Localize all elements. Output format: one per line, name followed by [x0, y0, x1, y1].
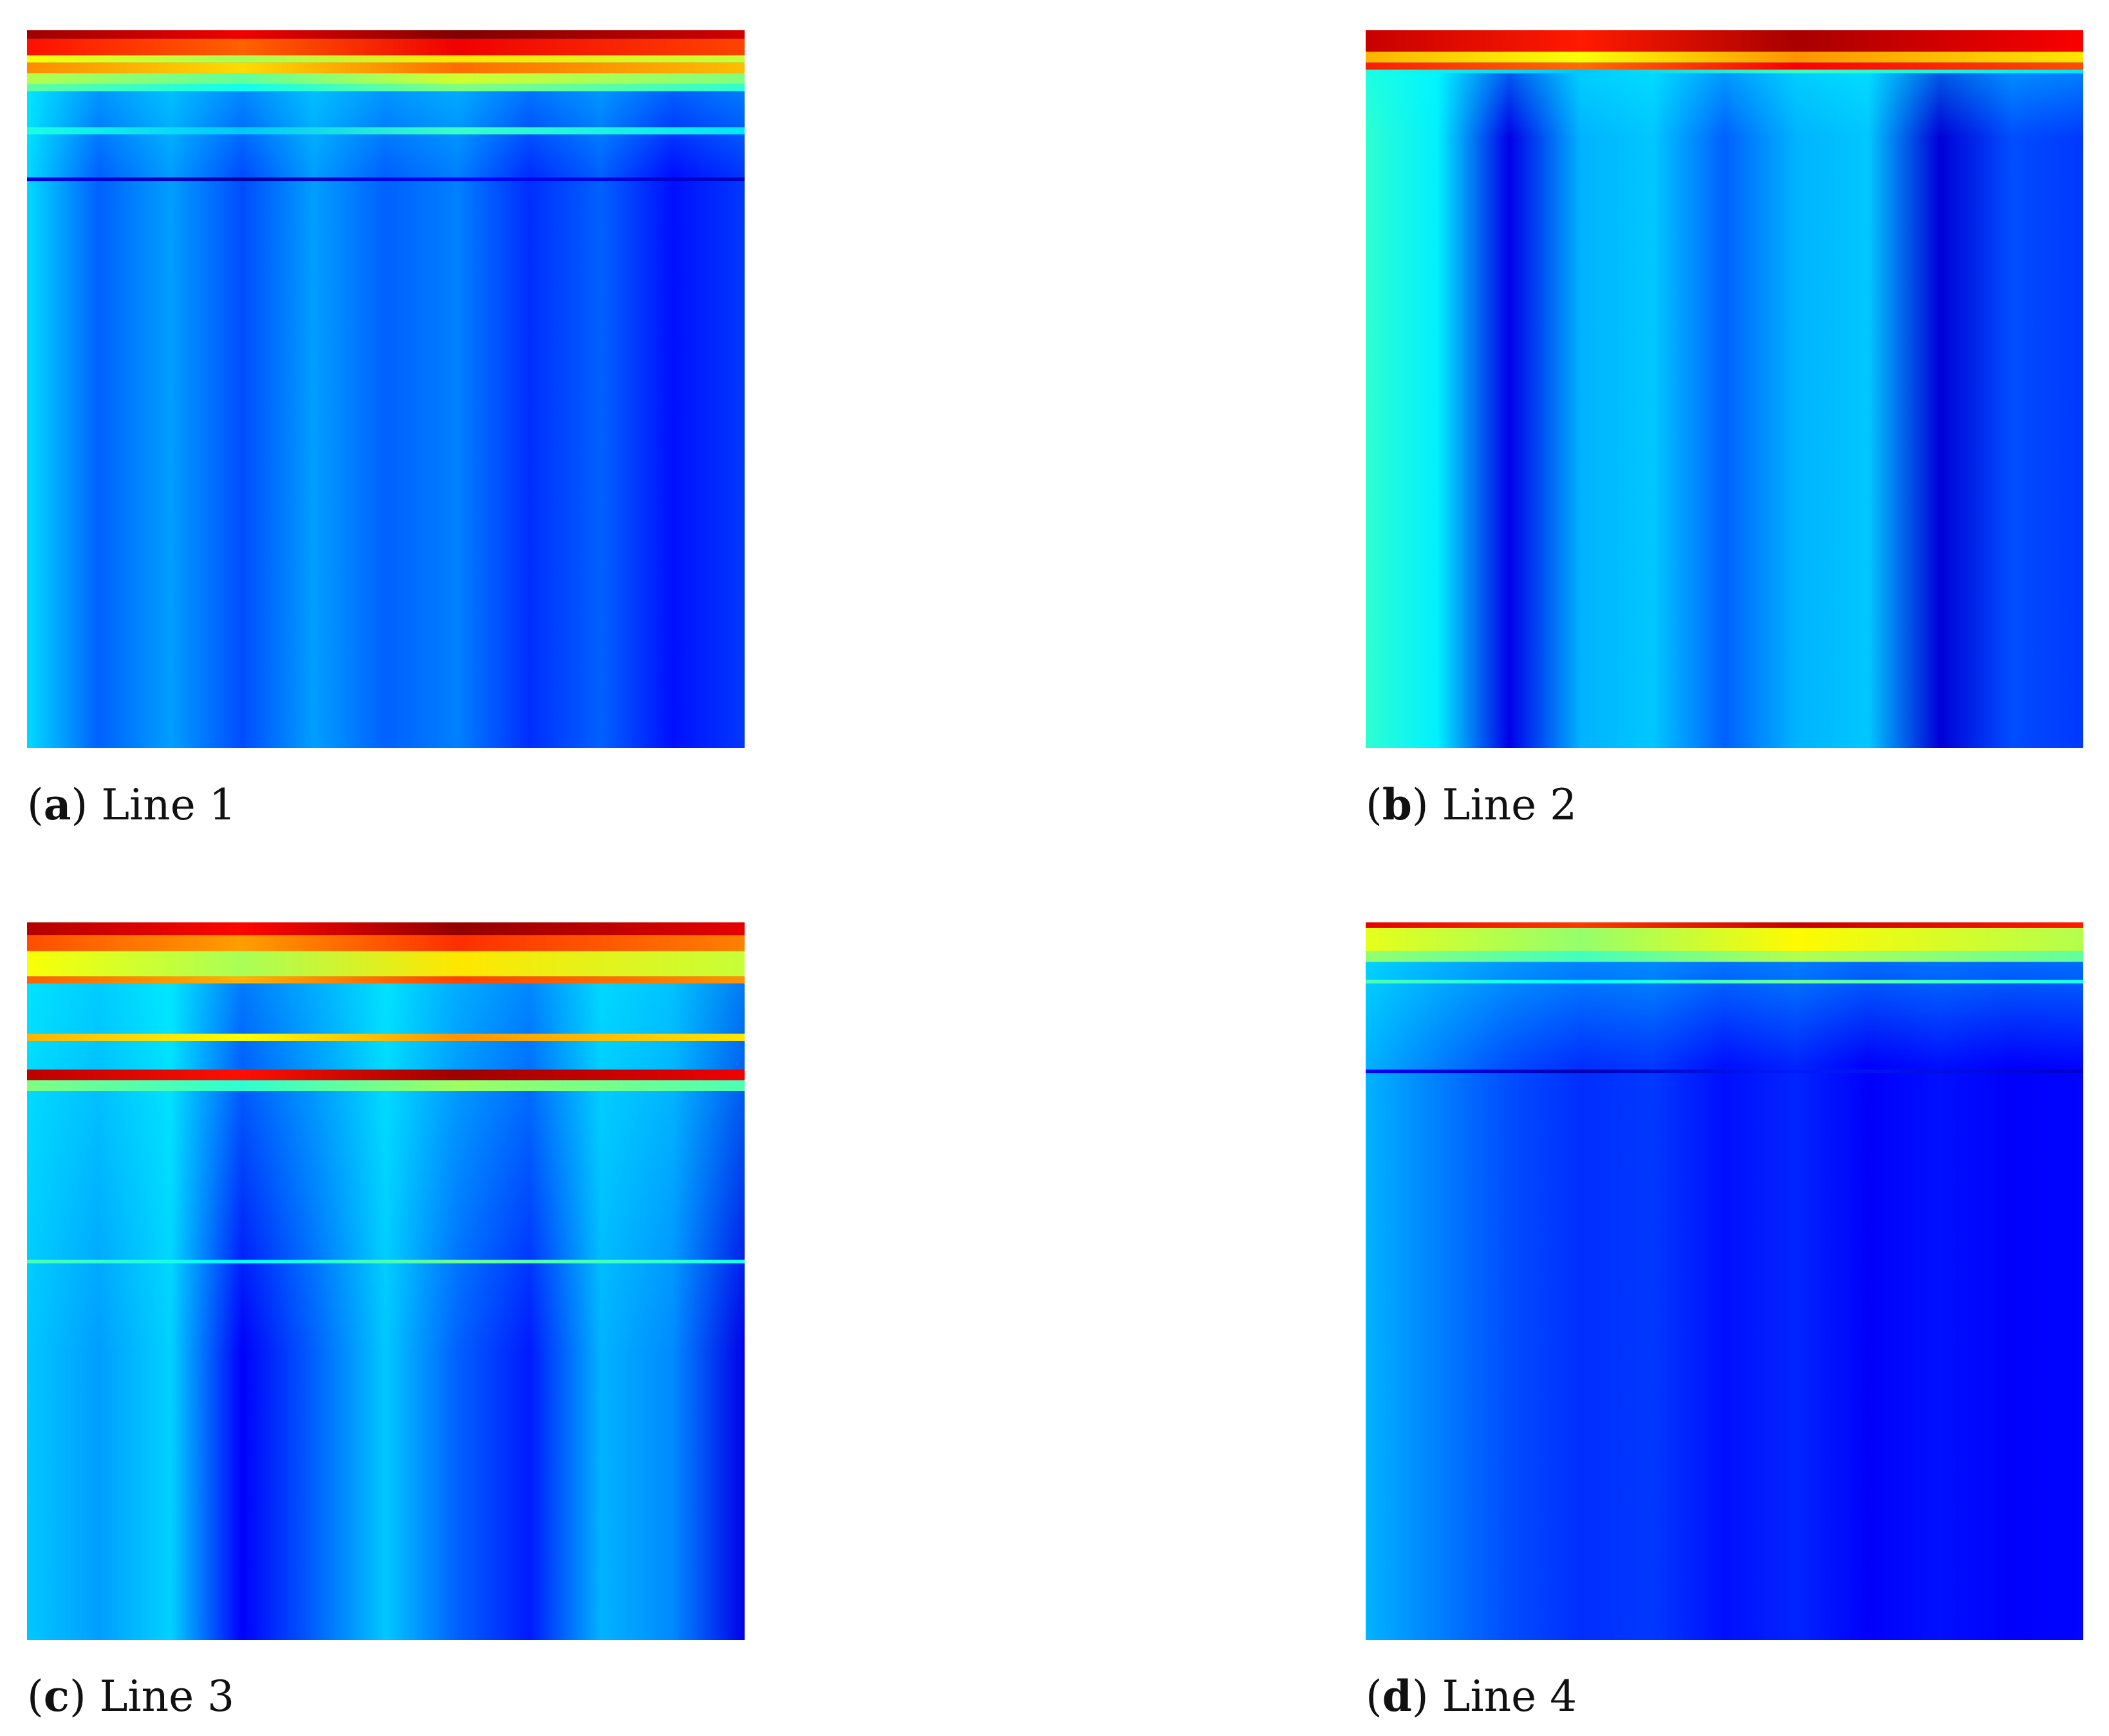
heatmap-top-wash	[27, 30, 745, 748]
heatmap-line-2	[1366, 30, 2083, 748]
heatmap-line-4	[1366, 922, 2083, 1640]
heatmap-band	[27, 127, 745, 135]
heatmap-band	[1366, 62, 2083, 70]
heatmap-band	[1366, 928, 2083, 951]
caption-letter-b: b	[1382, 779, 1412, 830]
heatmap-band	[27, 73, 745, 84]
heatmap-band	[1366, 30, 2083, 52]
heatmap-band	[27, 935, 745, 951]
heatmap-band	[1366, 980, 2083, 984]
caption-text-b: Line 2	[1442, 780, 1577, 830]
heatmap-band	[27, 39, 745, 56]
panel-d	[1366, 922, 2083, 1640]
caption-letter-a: a	[43, 779, 71, 830]
heatmap-band	[1366, 51, 2083, 63]
heatmap-band	[1366, 922, 2083, 928]
heatmap-band	[27, 1260, 745, 1264]
heatmap-band	[27, 976, 745, 984]
caption-text-a: Line 1	[101, 780, 236, 830]
caption-d: (d) Line 4	[1366, 1671, 1577, 1721]
heatmap-band	[27, 922, 745, 936]
panel-c	[27, 922, 745, 1640]
heatmap-band	[1366, 951, 2083, 962]
heatmap-top-wash	[1366, 30, 2083, 748]
heatmap-band	[27, 30, 745, 39]
heatmap-band	[27, 84, 745, 91]
caption-c: (c) Line 3	[27, 1671, 235, 1721]
heatmap-band	[27, 951, 745, 976]
heatmap-band	[27, 177, 745, 182]
caption-b: (b) Line 2	[1366, 779, 1577, 830]
heatmap-band	[27, 1033, 745, 1041]
caption-a: (a) Line 1	[27, 779, 236, 830]
caption-text-c: Line 3	[99, 1672, 235, 1721]
panel-a	[27, 30, 745, 748]
caption-letter-c: c	[43, 1671, 70, 1721]
heatmap-band	[1366, 70, 2083, 73]
heatmap-top-wash	[1366, 922, 2083, 1640]
heatmap-line-1	[27, 30, 745, 748]
heatmap-top-wash	[27, 922, 745, 1640]
caption-letter-d: d	[1382, 1671, 1412, 1721]
heatmap-band	[27, 1069, 745, 1081]
heatmap-band	[27, 1080, 745, 1092]
heatmap-band	[27, 62, 745, 73]
caption-text-d: Line 4	[1442, 1672, 1577, 1721]
heatmap-line-3	[27, 922, 745, 1640]
panel-b	[1366, 30, 2083, 748]
heatmap-band	[1366, 1069, 2083, 1074]
heatmap-band	[27, 55, 745, 63]
